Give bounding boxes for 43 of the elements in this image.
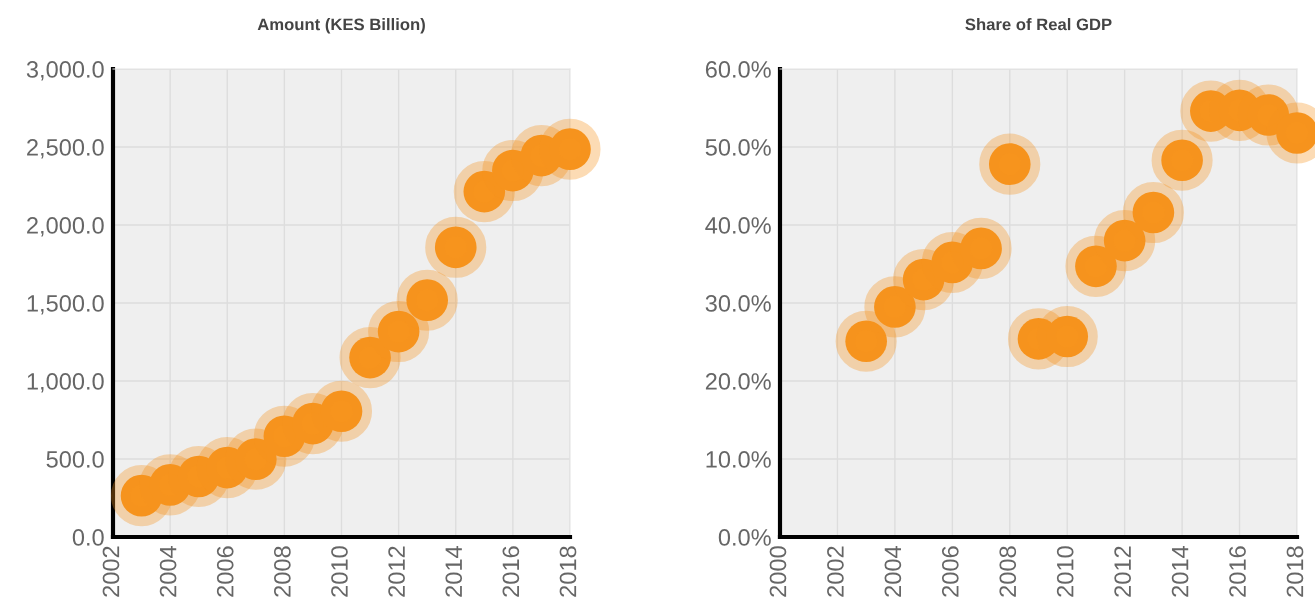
y-tick-label: 1,500.0 [27, 295, 104, 315]
x-tick-label: 2010 [1056, 546, 1074, 597]
y-tick-label: 20.0% [705, 373, 771, 390]
y-tick-label: 2,000.0 [27, 217, 104, 237]
point [425, 216, 487, 278]
x-tick-label: 2006 [941, 546, 959, 597]
x-tick-label: 2006 [216, 546, 234, 597]
y-tick-label: 0.0 [72, 529, 104, 546]
x-tick-label: 2004 [159, 546, 177, 597]
point [1122, 181, 1184, 244]
point [1151, 129, 1213, 191]
point [835, 310, 897, 372]
y-tick-label: 40.0% [705, 217, 771, 234]
y-tick-label: 1,000.0 [27, 373, 104, 393]
x-tick-label: 2012 [388, 546, 405, 597]
y-tick-label: 3,000.0 [26, 61, 104, 81]
x-tick-label: 2018 [1286, 546, 1304, 597]
y-tick-label: 500.0 [46, 451, 104, 468]
x-tick-label: 2014 [1171, 546, 1189, 597]
x-tick-label: 2000 [769, 546, 787, 597]
x-tick-label: 2016 [1229, 546, 1246, 597]
y-tick-label: 10.0% [706, 451, 771, 468]
x-tick-label: 2004 [884, 546, 902, 597]
x-tick-label: 2012 [1114, 546, 1131, 597]
y-tick-label: 30.0% [705, 295, 771, 312]
chart-title: Share of Real GDP [965, 18, 1112, 31]
y-tick-label: 2,500.0 [27, 139, 104, 159]
x-tick-label: 2008 [273, 546, 291, 597]
x-tick-label: 2018 [559, 546, 577, 597]
x-tick-label: 2014 [445, 546, 463, 597]
y-tick-label: 60.0% [705, 61, 771, 78]
chart-title: Amount (KES Billion) [257, 18, 425, 34]
point [950, 217, 1012, 279]
point [396, 269, 458, 331]
y-tick-label: 50.0% [705, 139, 771, 156]
x-tick-label: 2002 [827, 546, 844, 597]
point [310, 380, 373, 442]
x-tick-label: 2008 [999, 546, 1017, 597]
x-tick-label: 2016 [502, 546, 520, 597]
x-tick-label: 2010 [331, 546, 348, 597]
x-tick-label: 2002 [102, 546, 120, 597]
y-tick-label: 0.0% [718, 529, 771, 546]
point [979, 133, 1041, 195]
